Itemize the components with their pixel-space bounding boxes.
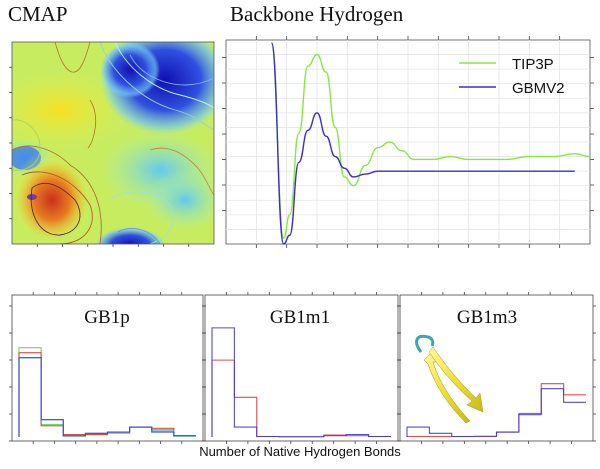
- line-chart-ticks: [222, 36, 594, 248]
- cmap-contours: [12, 42, 214, 244]
- cmap-blue-core: [100, 42, 160, 98]
- backbone-line-chart: TIP3P GBMV2: [222, 36, 594, 248]
- legend-label-gbmv2: GBMV2: [512, 80, 565, 97]
- cmap-cyan-right: [145, 170, 214, 230]
- legend-label-tip3p: TIP3P: [512, 56, 554, 73]
- histogram-gb1m3: GB1m3: [397, 292, 596, 444]
- histogram-gb1p: GB1p: [9, 292, 206, 444]
- histogram-panels: GB1p GB1m1 GB1m3: [9, 292, 596, 444]
- cmap-heatmap: [9, 41, 215, 247]
- cmap-ticks: [9, 66, 190, 247]
- histogram-gb1m1: GB1m1: [202, 292, 401, 444]
- panel-title-gb1p: GB1p: [84, 307, 129, 328]
- cmap-purple-spot: [27, 194, 37, 200]
- x-axis-label: Number of Native Hydrogen Bonds: [199, 444, 401, 459]
- histogram-step-red: [211, 359, 391, 438]
- hairpin-loop: [415, 334, 435, 353]
- line-chart-series: [270, 42, 591, 245]
- histogram-step-red: [406, 383, 586, 438]
- panel-title-gb1m3: GB1m3: [457, 307, 517, 328]
- panel-frame: [399, 294, 594, 442]
- series-line-gbmv2: [270, 42, 575, 245]
- histogram-step-blue: [406, 388, 586, 438]
- hairpin-strand-1: [423, 351, 471, 424]
- backbone-title: Backbone Hydrogen: [230, 2, 404, 26]
- panel-title-gb1m1: GB1m1: [270, 307, 330, 328]
- line-legend: TIP3P GBMV2: [459, 56, 565, 97]
- cmap-red-region: [16, 160, 88, 240]
- panel-frame: [11, 294, 204, 442]
- cmap-yellow-region: [12, 70, 130, 150]
- panel-frame: [204, 294, 399, 442]
- histogram-step-green: [18, 347, 196, 437]
- hairpin-strand-2: [428, 346, 484, 413]
- histogram-step-blue: [18, 357, 196, 437]
- series-line-tip3p: [270, 42, 591, 239]
- histogram-step-blue: [211, 327, 391, 438]
- beta-hairpin-structure-image: [415, 334, 484, 424]
- cmap-blue-bottom: [95, 227, 165, 244]
- cmap-title: CMAP: [8, 2, 68, 26]
